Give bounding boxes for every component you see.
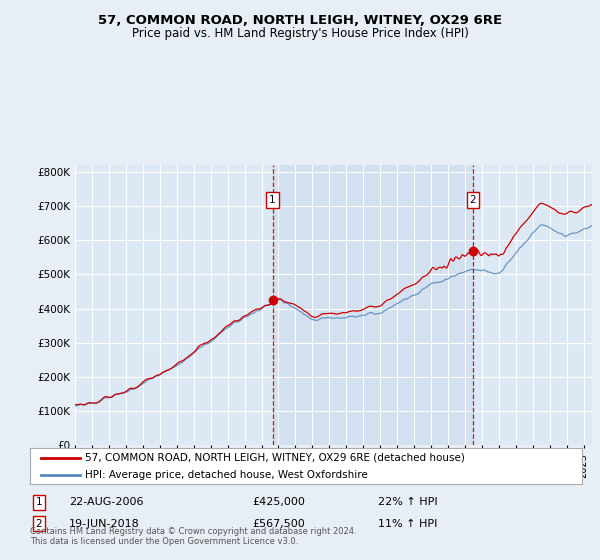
Text: £425,000: £425,000 — [252, 497, 305, 507]
Text: 11% ↑ HPI: 11% ↑ HPI — [378, 519, 437, 529]
Text: 22% ↑ HPI: 22% ↑ HPI — [378, 497, 437, 507]
Text: 1: 1 — [269, 195, 276, 205]
Text: 57, COMMON ROAD, NORTH LEIGH, WITNEY, OX29 6RE (detached house): 57, COMMON ROAD, NORTH LEIGH, WITNEY, OX… — [85, 453, 465, 463]
Text: £567,500: £567,500 — [252, 519, 305, 529]
Text: 2: 2 — [470, 195, 476, 205]
Bar — [272, 165, 473, 445]
Text: 2: 2 — [35, 519, 43, 529]
Text: 19-JUN-2018: 19-JUN-2018 — [69, 519, 140, 529]
Text: HPI: Average price, detached house, West Oxfordshire: HPI: Average price, detached house, West… — [85, 470, 368, 480]
Text: 22-AUG-2006: 22-AUG-2006 — [69, 497, 143, 507]
Text: 1: 1 — [35, 497, 43, 507]
Text: Price paid vs. HM Land Registry's House Price Index (HPI): Price paid vs. HM Land Registry's House … — [131, 27, 469, 40]
Text: Contains HM Land Registry data © Crown copyright and database right 2024.
This d: Contains HM Land Registry data © Crown c… — [30, 526, 356, 546]
Text: 57, COMMON ROAD, NORTH LEIGH, WITNEY, OX29 6RE: 57, COMMON ROAD, NORTH LEIGH, WITNEY, OX… — [98, 14, 502, 27]
